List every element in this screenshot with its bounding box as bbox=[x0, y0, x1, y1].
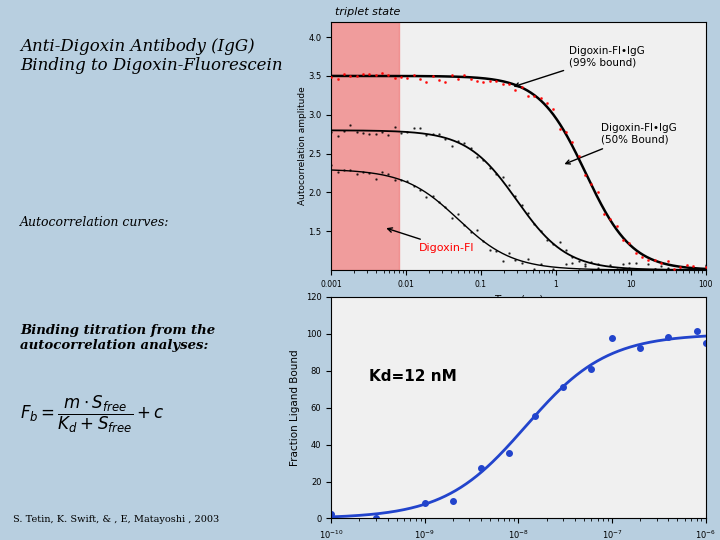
Text: Binding titration from the
autocorrelation analyses:: Binding titration from the autocorrelati… bbox=[20, 324, 215, 352]
Text: $F_b = \dfrac{m \cdot S_{free}}{K_d + S_{free}} + c$: $F_b = \dfrac{m \cdot S_{free}}{K_d + S_… bbox=[20, 394, 165, 435]
Text: S. Tetin, K. Swift, & , E, Matayoshi , 2003: S. Tetin, K. Swift, & , E, Matayoshi , 2… bbox=[13, 515, 220, 524]
Y-axis label: Autocorrelation amplitude: Autocorrelation amplitude bbox=[298, 86, 307, 205]
Text: Autocorrelation curves:: Autocorrelation curves: bbox=[20, 216, 169, 229]
Text: Anti-Digoxin Antibody (IgG)
Binding to Digoxin-Fluorescein: Anti-Digoxin Antibody (IgG) Binding to D… bbox=[20, 38, 282, 75]
Text: Kd=12 nM: Kd=12 nM bbox=[369, 369, 456, 384]
Y-axis label: Fraction Ligand Bound: Fraction Ligand Bound bbox=[290, 349, 300, 466]
Bar bbox=[331, 22, 399, 270]
Text: Digoxin-Fl•IgG
(50% Bound): Digoxin-Fl•IgG (50% Bound) bbox=[566, 123, 677, 164]
Text: Digoxin-Fl•IgG
(99% bound): Digoxin-Fl•IgG (99% bound) bbox=[515, 46, 645, 87]
X-axis label: Time (ms): Time (ms) bbox=[494, 294, 543, 304]
Text: Digoxin-Fl: Digoxin-Fl bbox=[387, 228, 474, 253]
Text: triplet state: triplet state bbox=[335, 6, 400, 17]
